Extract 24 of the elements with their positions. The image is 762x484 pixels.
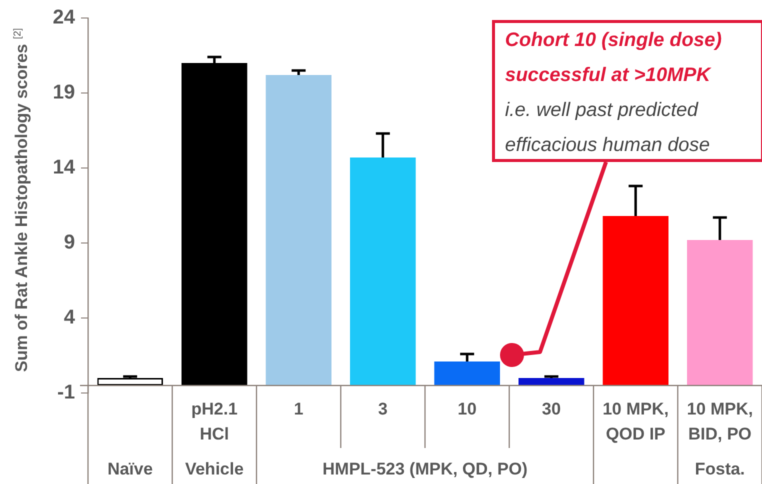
annotation: i.e. well past predicted efficacious human dose [505,99,710,156]
annotation: Cohort 10 (single dose) successful at >10MPK [505,29,722,86]
bar [434,362,500,386]
x-tick-label: 3 [378,400,388,419]
x-tick-label: 10 MPK, QOD IP [602,400,669,444]
y-tick-label: 19 [52,82,75,104]
y-tick-label: 24 [52,6,76,29]
bar [266,75,332,386]
y-tick-label: 14 [52,156,76,179]
bar [350,158,416,386]
y-tick-label: -1 [57,382,75,404]
x-tick-label: 1 [294,400,304,419]
text: Fosta. [694,460,745,479]
text: HMPL-523 (MPK, QD, PO) [322,460,528,479]
x-tick-label: 10 MPK, BID, PO [686,400,753,444]
y-tick-label: 9 [64,232,75,254]
text: Vehicle [185,460,244,479]
y-tick-label: 4 [64,306,76,329]
x-tick-label: 10 [458,400,477,419]
bar [518,378,584,386]
x-tick-label: 30 [542,400,561,419]
x-tick-label: pH2.1 HCl [191,400,238,444]
text: Naïve [107,460,153,479]
bar [687,240,753,386]
